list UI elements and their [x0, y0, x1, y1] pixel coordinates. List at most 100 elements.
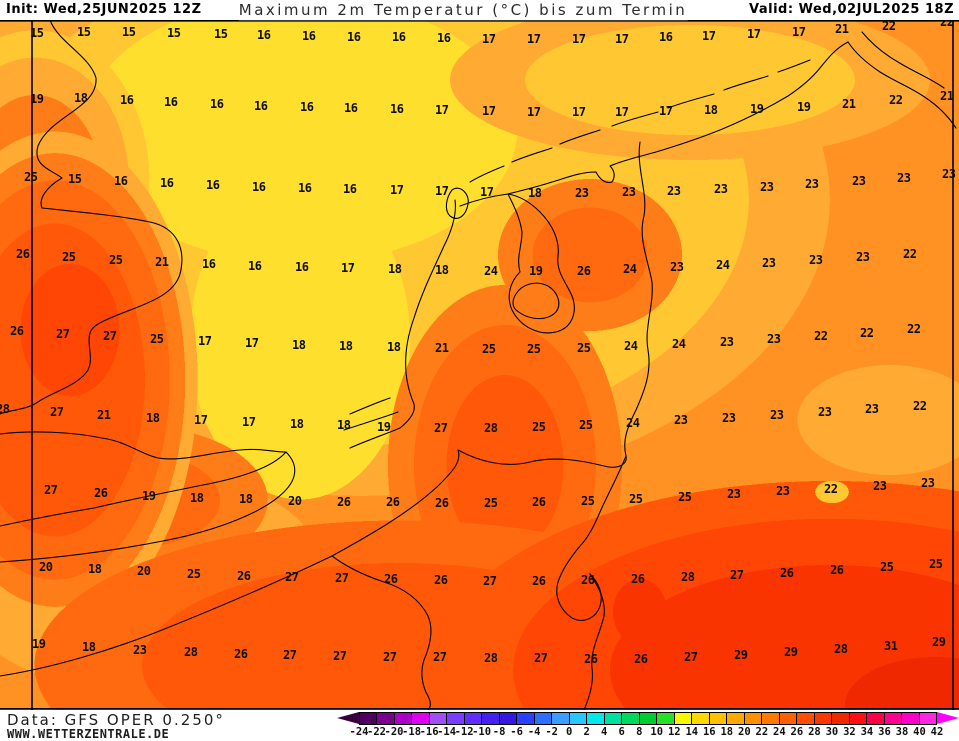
temperature-value: 16: [437, 31, 451, 45]
temperature-value: 23: [818, 405, 832, 419]
temperature-value: 19: [529, 264, 543, 278]
temperature-value: 26: [830, 563, 844, 577]
temperature-value: 22: [824, 482, 838, 496]
colorbar-swatch: [587, 713, 605, 724]
temperature-value: 17: [527, 105, 541, 119]
temperature-value: 23: [674, 413, 688, 427]
temperature-colorbar: [337, 712, 959, 725]
temperature-value: 17: [435, 103, 449, 117]
temperature-value: 16: [343, 182, 357, 196]
temperature-value: 27: [333, 649, 347, 663]
colorbar-swatch: [919, 713, 936, 724]
temperature-value: 25: [579, 418, 593, 432]
temperature-value: 17: [747, 27, 761, 41]
temperature-value: 23: [622, 185, 636, 199]
temperature-value: 28: [0, 402, 10, 416]
temperature-value: 16: [202, 257, 216, 271]
colorbar-tick-labels: -24 -22 -20 -18 -16 -14 -12 -10 -8 -6 -4 -2 0 2 4 6 8 10 1…: [337, 726, 959, 739]
temperature-value: 28: [681, 570, 695, 584]
temperature-value: 16: [390, 102, 404, 116]
colorbar-swatch: [622, 713, 640, 724]
temperature-value: 23: [727, 487, 741, 501]
temperature-value: 15: [30, 26, 44, 40]
colorbar-swatch: [517, 713, 535, 724]
colorbar-tick: 4: [601, 726, 608, 738]
temperature-value: 23: [856, 250, 870, 264]
temperature-value: 28: [184, 645, 198, 659]
kent-channel-coastline: [0, 451, 296, 563]
temperature-value: 26: [337, 495, 351, 509]
temperature-value: 18: [190, 491, 204, 505]
colorbar-tick: 38: [895, 726, 909, 738]
temperature-value: 23: [720, 335, 734, 349]
colorbar-swatch: [447, 713, 465, 724]
temperature-value: 26: [780, 566, 794, 580]
map-overlay: [0, 20, 959, 710]
colorbar-swatch: [709, 713, 728, 724]
temperature-value: 16: [295, 260, 309, 274]
temperature-value: 17: [435, 184, 449, 198]
temperature-value: 16: [210, 97, 224, 111]
temperature-value: 17: [792, 25, 806, 39]
temperature-value: 21: [155, 255, 169, 269]
temperature-value: 23: [942, 167, 956, 181]
colorbar-swatch: [360, 713, 378, 724]
temperature-value: 16: [344, 101, 358, 115]
temperature-value: 25: [527, 342, 541, 356]
colorbar-swatch: [412, 713, 430, 724]
colorbar-swatch: [814, 713, 833, 724]
temperature-value: 19: [32, 637, 46, 651]
temperature-value: 26: [532, 574, 546, 588]
temperature-value: 27: [483, 574, 497, 588]
temperature-value: 18: [704, 103, 718, 117]
temperature-value: 26: [16, 247, 30, 261]
temperature-value: 23: [767, 332, 781, 346]
temperature-value: 19: [797, 100, 811, 114]
colorbar-swatch: [727, 713, 745, 724]
temperature-value: 25: [62, 250, 76, 264]
colorbar-tick: -8: [492, 726, 506, 738]
colorbar-tick: 28: [808, 726, 821, 738]
temperature-value: 18: [290, 417, 304, 431]
wadden-islands: [469, 59, 811, 183]
luxembourg-border: [583, 573, 605, 710]
temperature-value: 26: [10, 324, 24, 338]
temperature-value: 17: [615, 105, 629, 119]
temperature-value: 18: [88, 562, 102, 576]
temperature-value: 27: [534, 651, 548, 665]
temperature-value: 16: [114, 174, 128, 188]
temperature-value: 18: [337, 418, 351, 432]
temperature-value: 17: [572, 105, 586, 119]
temperature-value: 22: [940, 20, 954, 29]
temperature-value: 22: [913, 399, 927, 413]
temperature-value: 16: [257, 28, 271, 42]
be-nl-border: [457, 449, 627, 468]
website-label: WWW.WETTERZENTRALE.DE: [7, 727, 170, 741]
colorbar-right-arrow-icon: [937, 712, 959, 724]
zeeland-delta: [343, 397, 415, 449]
temperature-value: 25: [629, 492, 643, 506]
temperature-value: 17: [480, 185, 494, 199]
temperature-value: 16: [659, 30, 673, 44]
temperature-value: 16: [248, 259, 262, 273]
temperature-value: 28: [484, 651, 498, 665]
temperature-value: 23: [865, 402, 879, 416]
temperature-value: 22: [882, 20, 896, 33]
temperature-value: 17: [245, 336, 259, 350]
temperature-value: 21: [435, 341, 449, 355]
thames-south-bank: [0, 451, 287, 527]
colorbar-tick: 30: [825, 726, 839, 738]
temperature-value: 17: [390, 183, 404, 197]
temperature-value: 18: [74, 91, 88, 105]
england-coastline: [0, 20, 183, 415]
temperature-value: 23: [762, 256, 776, 270]
temperature-value: 21: [97, 408, 111, 422]
temperature-value: 23: [776, 484, 790, 498]
temperature-value: 22: [903, 247, 917, 261]
temperature-value: 16: [392, 30, 406, 44]
temperature-value: 23: [873, 479, 887, 493]
temperature-value: 26: [234, 647, 248, 661]
temperature-value: 27: [103, 329, 117, 343]
temperature-value: 25: [109, 253, 123, 267]
temperature-value: 23: [722, 411, 736, 425]
